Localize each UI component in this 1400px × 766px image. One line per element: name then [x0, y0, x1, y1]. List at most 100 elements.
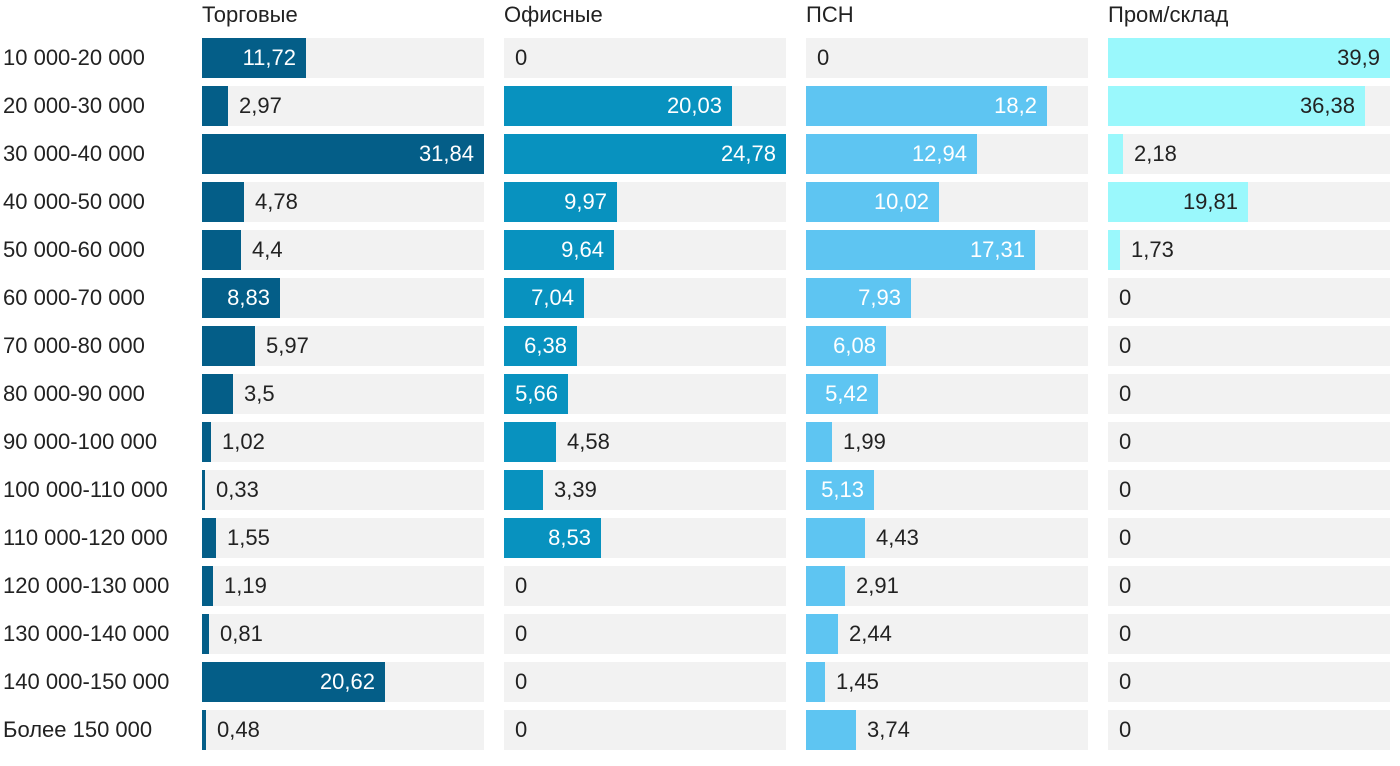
bar — [202, 710, 206, 750]
bar-value-label: 17,31 — [969, 237, 1025, 262]
bar — [806, 230, 1035, 270]
bar — [806, 374, 878, 414]
bar-track — [202, 422, 484, 462]
bar — [806, 134, 977, 174]
bar — [202, 278, 280, 318]
bar — [504, 518, 601, 558]
bar-track — [806, 38, 1088, 78]
bar — [504, 182, 617, 222]
bar-value-label: 5,42 — [825, 381, 868, 406]
bar — [504, 470, 543, 510]
bar — [806, 278, 911, 318]
category-label: 80 000-90 000 — [3, 381, 145, 406]
bar-value-label: 9,64 — [561, 237, 604, 262]
bar-track — [202, 710, 484, 750]
bar-value-label: 0 — [1119, 429, 1132, 454]
bar-value-label: 3,74 — [867, 717, 910, 742]
bar-track — [1108, 614, 1390, 654]
bar-value-label: 36,38 — [1299, 93, 1355, 118]
bar-value-label: 0 — [1119, 477, 1132, 502]
category-label: 10 000-20 000 — [3, 45, 145, 70]
bar — [806, 566, 845, 606]
bar-value-label: 8,83 — [227, 285, 270, 310]
bar-track — [1108, 566, 1390, 606]
bar — [202, 182, 244, 222]
bar-value-label: 2,18 — [1134, 141, 1177, 166]
bar-value-label: 6,08 — [833, 333, 876, 358]
series-header: Пром/склад — [1108, 2, 1229, 27]
bar — [202, 134, 484, 174]
bar — [1108, 134, 1123, 174]
bar-value-label: 1,55 — [227, 525, 270, 550]
bar-value-label: 0 — [817, 45, 830, 70]
bar-value-label: 1,45 — [836, 669, 879, 694]
bar-value-label: 1,19 — [224, 573, 267, 598]
bar — [202, 38, 306, 78]
bar — [202, 566, 213, 606]
bar-value-label: 0 — [515, 669, 528, 694]
bar-value-label: 4,78 — [255, 189, 298, 214]
bar-value-label: 0 — [1119, 717, 1132, 742]
bar — [806, 86, 1047, 126]
bar-value-label: 24,78 — [720, 141, 776, 166]
category-label: 130 000-140 000 — [3, 621, 170, 646]
category-label: 120 000-130 000 — [3, 573, 170, 598]
bar — [202, 326, 255, 366]
bar-value-label: 0 — [1119, 573, 1132, 598]
bar-value-label: 4,43 — [876, 525, 919, 550]
bar-value-label: 2,97 — [239, 93, 282, 118]
bar-value-label: 1,02 — [222, 429, 265, 454]
bar — [504, 278, 584, 318]
bar — [504, 134, 786, 174]
bar — [202, 422, 211, 462]
bar-value-label: 1,99 — [843, 429, 886, 454]
bar-value-label: 1,73 — [1131, 237, 1174, 262]
bar-value-label: 0 — [1119, 285, 1132, 310]
bar — [806, 710, 856, 750]
bar-track — [1108, 518, 1390, 558]
series-header: Торговые — [202, 2, 298, 27]
bar-value-label: 0,33 — [216, 477, 259, 502]
bar-track — [1108, 230, 1390, 270]
bar-track — [1108, 374, 1390, 414]
series-header: Офисные — [504, 2, 603, 27]
bar-value-label: 18,2 — [994, 93, 1037, 118]
bar-value-label: 0 — [515, 573, 528, 598]
bar-track — [1108, 278, 1390, 318]
bar-value-label: 0 — [1119, 381, 1132, 406]
category-label: Более 150 000 — [3, 717, 153, 742]
bar-track — [806, 662, 1088, 702]
bar — [1108, 38, 1390, 78]
bar-track — [504, 470, 786, 510]
bar — [504, 326, 577, 366]
bar-track — [504, 38, 786, 78]
bar — [202, 374, 233, 414]
bar-value-label: 5,13 — [821, 477, 864, 502]
bar-value-label: 0 — [515, 717, 528, 742]
bar-value-label: 0 — [1119, 621, 1132, 646]
bar-track — [504, 662, 786, 702]
bar-value-label: 20,62 — [319, 669, 375, 694]
bar-value-label: 4,4 — [252, 237, 283, 262]
bar-track — [504, 614, 786, 654]
bar-value-label: 6,38 — [524, 333, 567, 358]
bar-track — [202, 374, 484, 414]
bar — [504, 422, 556, 462]
bar — [504, 86, 732, 126]
bar — [1108, 86, 1365, 126]
bar-track — [504, 566, 786, 606]
bar-value-label: 5,66 — [515, 381, 558, 406]
bar-value-label: 31,84 — [418, 141, 474, 166]
bar-track — [806, 566, 1088, 606]
bar — [1108, 182, 1248, 222]
bar-track — [1108, 134, 1390, 174]
bar-value-label: 0 — [515, 621, 528, 646]
bar-track — [202, 614, 484, 654]
category-label: 100 000-110 000 — [3, 477, 168, 502]
bar — [504, 374, 568, 414]
category-label: 40 000-50 000 — [3, 189, 145, 214]
category-label: 70 000-80 000 — [3, 333, 145, 358]
bar — [1108, 230, 1120, 270]
bar-value-label: 7,04 — [531, 285, 574, 310]
